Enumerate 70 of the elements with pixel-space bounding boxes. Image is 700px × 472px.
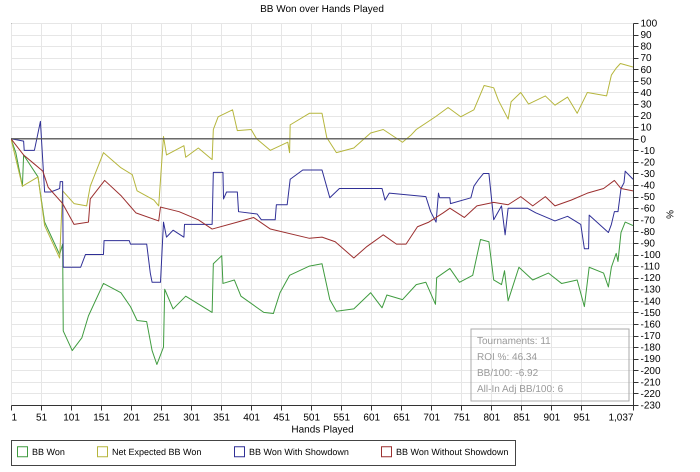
y-tick-label: -230 [640,400,661,412]
annotation: Tournaments: 11 [477,336,552,347]
x-tick-label: 651 [393,412,411,424]
y-tick-label: -50 [640,192,656,204]
chart-title: BB Won over Hands Played [260,4,384,15]
legend-label: BB Won Without Showdown [396,446,508,457]
x-tick-label: 101 [63,412,80,424]
legend-label: BB Won With Showdown [249,446,349,457]
y-tick-label: 60 [640,64,652,76]
y-tick-label: -20 [640,157,656,168]
y-tick-label: -90 [640,238,656,250]
x-tick-label: 801 [483,412,501,424]
x-tick-label: 751 [453,412,471,424]
y-tick-label: 100 [640,18,658,30]
y-tick-label: 40 [640,88,652,99]
y-tick-label: 80 [640,42,652,53]
y-tick-label: -170 [640,331,661,342]
y-tick-label: -140 [640,296,661,308]
annotation: ROI %: 46.34 [477,352,538,363]
line-series [11,138,633,365]
y-tick-label: -80 [640,226,656,238]
y-tick-label: 20 [640,111,652,122]
y-tick-label: -160 [640,319,661,330]
x-tick-label: 301 [183,412,200,424]
x-tick-label: 951 [574,412,591,424]
annotation: BB/100: -6.92 [477,368,539,379]
y-tick-label: -10 [640,146,656,157]
x-tick-label: 1,037 [608,412,634,424]
y-tick-label: -60 [640,204,656,215]
y-tick-label: -130 [640,284,661,296]
y-axis-title: % [664,210,675,220]
x-tick-label: 701 [423,412,441,424]
legend-label: Net Expected BB Won [112,446,202,457]
x-tick-label: 551 [333,412,350,424]
annotation: All-In Adj BB/100: 6 [477,384,564,395]
y-tick-label: -180 [640,342,661,354]
x-tick-label: 501 [303,412,320,424]
y-tick-label: -150 [640,308,661,319]
y-tick-label: -110 [640,262,660,273]
x-tick-label: 201 [123,412,140,424]
y-tick-label: 0 [640,134,646,146]
y-tick-label: -70 [640,215,656,226]
line-series [11,63,633,258]
x-tick-label: 351 [213,412,230,424]
x-tick-label: 901 [544,412,561,424]
y-tick-label: -120 [640,273,661,284]
x-tick-label: 401 [243,412,260,424]
line-series [11,120,633,283]
y-tick-label: 90 [640,30,652,42]
x-tick-label: 151 [93,412,110,424]
x-tick-label: 451 [273,412,290,424]
y-tick-label: 30 [640,100,652,111]
y-tick-label: -220 [640,388,661,400]
y-tick-label: -210 [640,377,661,388]
x-tick-label: 251 [153,412,170,424]
y-tick-label: 70 [640,53,652,64]
x-tick-label: 51 [36,412,48,424]
y-tick-label: -200 [640,366,661,377]
x-tick-label: 601 [363,412,381,424]
x-axis-title: Hands Played [291,424,354,436]
y-tick-label: -30 [640,168,656,180]
y-tick-label: -40 [640,180,656,192]
y-tick-label: -190 [640,354,661,366]
legend-label: BB Won [32,446,65,457]
x-tick-label: 851 [513,412,531,424]
line-series [11,138,633,258]
y-tick-label: 50 [640,76,652,88]
y-tick-label: -100 [640,250,661,262]
x-tick-label: 1 [12,412,18,424]
y-tick-label: 10 [640,122,652,134]
